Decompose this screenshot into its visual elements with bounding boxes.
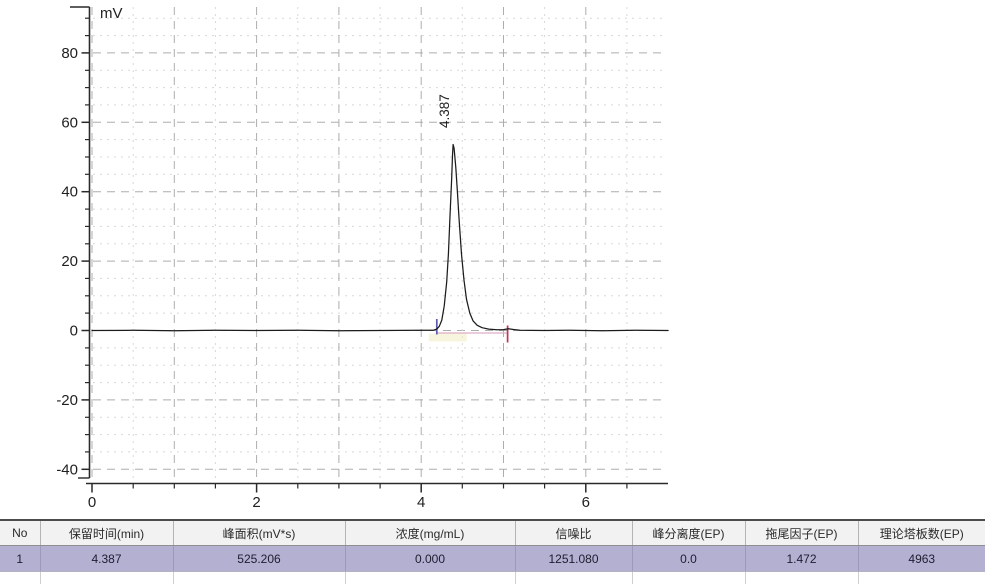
grid-lines (92, 7, 666, 478)
svg-text:4: 4 (417, 494, 425, 511)
col-header-retention-time: 保留时间(min) (40, 521, 173, 546)
svg-text:6: 6 (582, 494, 590, 511)
svg-text:-40: -40 (56, 461, 78, 478)
integration-tint (429, 334, 467, 342)
axes (70, 7, 668, 484)
cell-peak-area: 525.206 (173, 546, 345, 572)
cell-tailing-factor: 1.472 (745, 546, 858, 572)
y-axis-unit-label: mV (100, 5, 123, 22)
cell-retention-time: 4.387 (40, 546, 173, 572)
svg-text:20: 20 (61, 253, 78, 270)
col-header-no: No (0, 521, 40, 546)
peak-table: No 保留时间(min) 峰面积(mV*s) 浓度(mg/mL) 信噪比 峰分离… (0, 521, 985, 584)
cell-signal-noise-ratio: 1251.080 (515, 546, 632, 572)
cell-no: 1 (0, 546, 40, 572)
chromatogram-plot: 80 60 40 20 0 -20 -40 0 2 4 6 mV 4.387 (0, 0, 985, 519)
svg-text:0: 0 (70, 323, 78, 340)
col-header-theoretical-plates: 理论塔板数(EP) (858, 521, 985, 546)
col-header-tailing-factor: 拖尾因子(EP) (745, 521, 858, 546)
chromatogram-chart: 80 60 40 20 0 -20 -40 0 2 4 6 mV 4.387 (0, 0, 985, 519)
col-header-concentration: 浓度(mg/mL) (345, 521, 515, 546)
svg-text:40: 40 (61, 184, 78, 201)
svg-text:0: 0 (88, 494, 96, 511)
col-header-signal-noise-ratio: 信噪比 (515, 521, 632, 546)
col-header-peak-area: 峰面积(mV*s) (173, 521, 345, 546)
empty-table-row (0, 572, 985, 584)
svg-text:2: 2 (252, 494, 260, 511)
svg-text:80: 80 (61, 45, 78, 62)
peak-table-row[interactable]: 1 4.387 525.206 0.000 1251.080 0.0 1.472… (0, 546, 985, 572)
cell-concentration: 0.000 (345, 546, 515, 572)
cell-theoretical-plates: 4963 (858, 546, 985, 572)
cell-resolution: 0.0 (632, 546, 745, 572)
col-header-resolution: 峰分离度(EP) (632, 521, 745, 546)
peak-results-table: No 保留时间(min) 峰面积(mV*s) 浓度(mg/mL) 信噪比 峰分离… (0, 519, 985, 584)
peak-retention-time-label: 4.387 (437, 94, 452, 128)
table-header-row: No 保留时间(min) 峰面积(mV*s) 浓度(mg/mL) 信噪比 峰分离… (0, 521, 985, 546)
svg-text:-20: -20 (56, 392, 78, 409)
svg-text:60: 60 (61, 114, 78, 131)
